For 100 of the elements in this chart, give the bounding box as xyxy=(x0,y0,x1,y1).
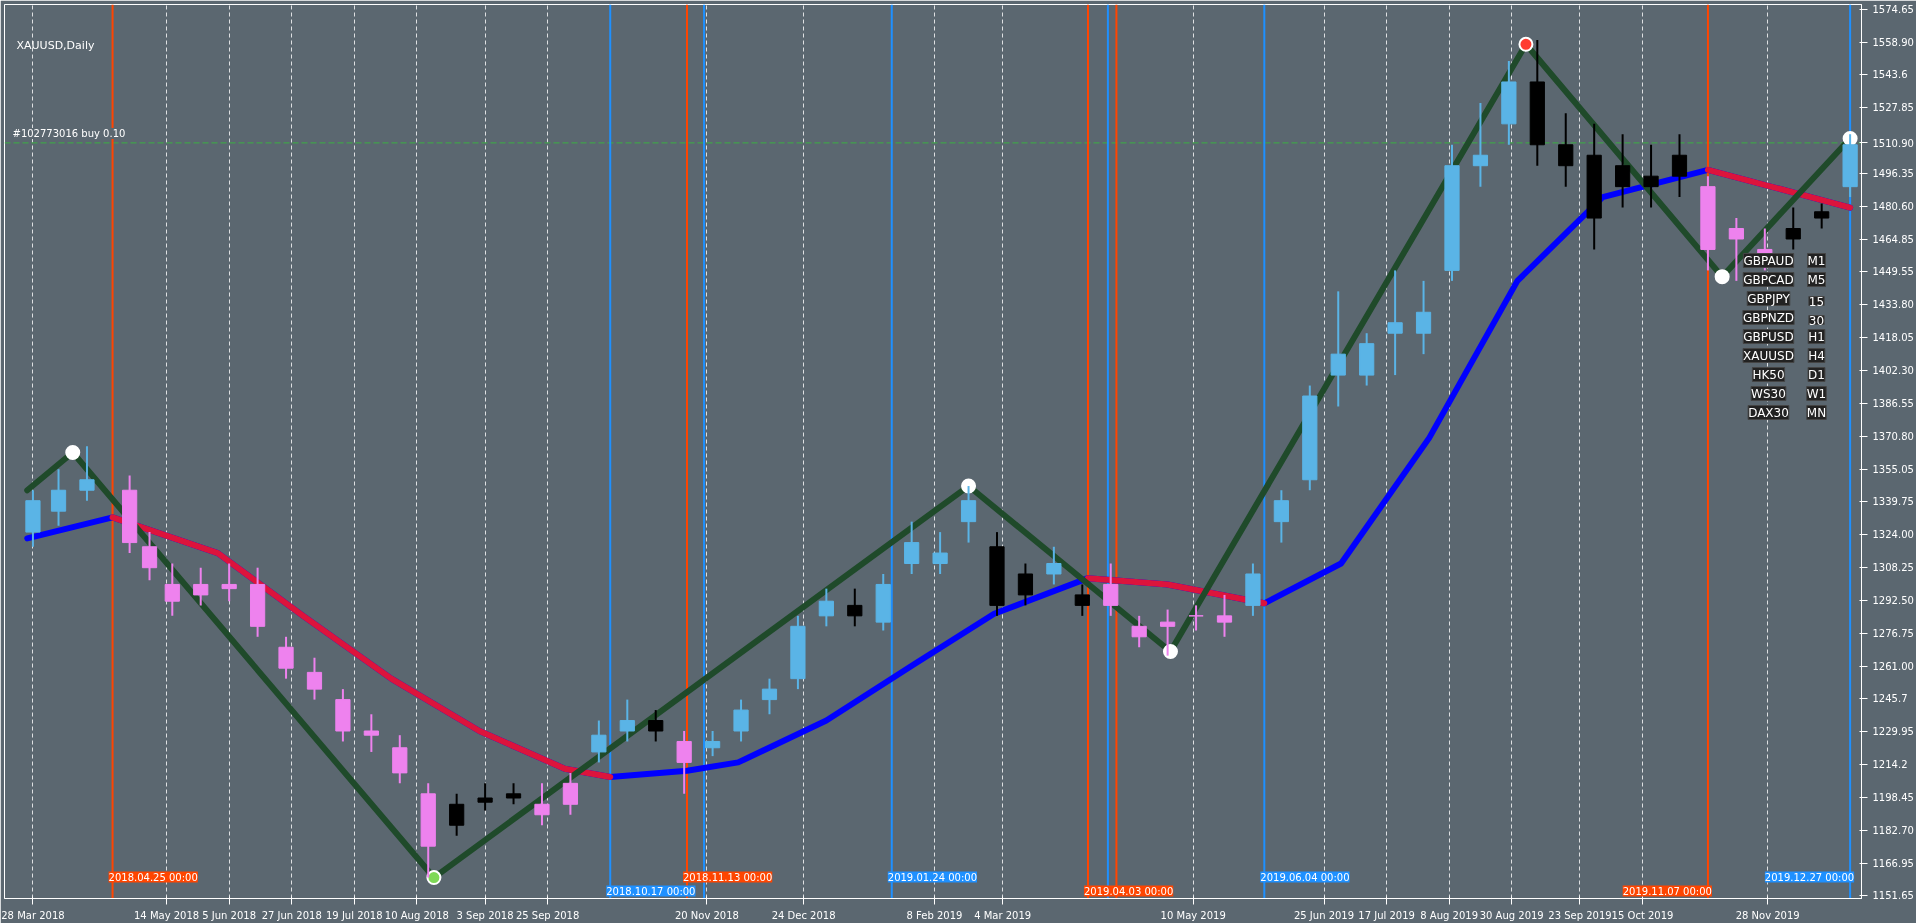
y-tick-label: 1510.90 xyxy=(1872,137,1914,149)
y-tick-label: 1245.7 xyxy=(1872,693,1908,705)
candlestick xyxy=(164,562,180,617)
ref-line-label: #102773016 buy 0.10 xyxy=(12,127,126,139)
annotation: W1 xyxy=(1806,386,1827,401)
candlestick xyxy=(221,562,237,603)
y-tick-label: 1543.6 xyxy=(1872,69,1908,81)
annotation: MN xyxy=(1806,405,1827,420)
candlestick xyxy=(534,782,550,827)
annotation: GBPAUD xyxy=(1743,253,1794,268)
y-tick-label: 1324.00 xyxy=(1872,529,1914,541)
candlestick xyxy=(1330,290,1346,408)
candlestick xyxy=(1671,133,1688,199)
candlestick xyxy=(761,677,778,716)
point xyxy=(1518,36,1534,52)
x-tick-label: 15 Oct 2019 xyxy=(1611,909,1674,921)
x-tick-label: 28 Nov 2019 xyxy=(1735,909,1800,921)
candlestick xyxy=(50,468,67,527)
y-tick-label: 1402.30 xyxy=(1872,365,1914,377)
point xyxy=(1714,269,1730,285)
annotation: H1 xyxy=(1808,329,1825,344)
annotation: GBPCAD xyxy=(1743,272,1794,287)
candlestick xyxy=(1387,269,1403,377)
annotation: M5 xyxy=(1807,272,1826,287)
x-tick-label: 5 Jun 2018 xyxy=(202,909,257,921)
candlestick xyxy=(904,520,920,575)
ref-line-label: 2019.11.07 00:00 xyxy=(1622,885,1712,897)
candlestick xyxy=(505,782,522,806)
candlestick xyxy=(591,719,607,764)
y-tick-label: 1574.65 xyxy=(1872,4,1914,16)
candlestick xyxy=(363,713,379,753)
candlestick xyxy=(1188,604,1204,632)
y-tick-label: 1464.85 xyxy=(1872,234,1914,246)
x-tick-label: 3 Sep 2018 xyxy=(456,909,514,921)
ref-line-label: 2019.04.03 00:00 xyxy=(1083,885,1174,897)
candlestick xyxy=(1216,593,1233,638)
x-tick-label: 25 Jun 2019 xyxy=(1293,909,1355,921)
candlestick xyxy=(141,531,158,582)
candlestick xyxy=(818,587,834,628)
candlestick xyxy=(449,792,465,837)
candlestick xyxy=(705,730,721,758)
annotation: H4 xyxy=(1808,348,1825,363)
annotation: HK50 xyxy=(1752,367,1785,382)
candlestick xyxy=(932,531,948,575)
y-tick-label: 1166.95 xyxy=(1872,858,1914,870)
annotation: M1 xyxy=(1807,253,1826,268)
y-tick-label: 1496.35 xyxy=(1872,168,1914,180)
candlestick xyxy=(1046,545,1062,586)
candlestick xyxy=(676,730,692,795)
y-tick-label: 1480.60 xyxy=(1872,201,1914,213)
y-tick-label: 1418.05 xyxy=(1872,332,1914,344)
candlestick xyxy=(1615,133,1631,209)
candlestick xyxy=(1103,562,1119,617)
y-tick-label: 1355.05 xyxy=(1872,464,1914,476)
x-tick-label: 30 Aug 2019 xyxy=(1479,909,1544,921)
candlestick xyxy=(648,709,664,743)
x-tick-label: 10 May 2019 xyxy=(1160,909,1226,921)
annotation: WS30 xyxy=(1751,386,1786,401)
y-tick-label: 1229.95 xyxy=(1872,726,1914,738)
candlestick xyxy=(1131,614,1147,649)
ref-line-label: 2019.06.04 00:00 xyxy=(1260,871,1350,883)
candlestick xyxy=(278,635,294,680)
point xyxy=(65,445,81,461)
y-tick-label: 1449.55 xyxy=(1872,266,1914,278)
annotation: XAUUSD xyxy=(1743,348,1794,363)
candlestick xyxy=(1415,279,1432,356)
y-tick-label: 1339.75 xyxy=(1872,496,1914,508)
x-tick-label: 28 Mar 2018 xyxy=(1,909,65,921)
x-tick-label: 10 Aug 2018 xyxy=(384,909,449,921)
annotation: 15 xyxy=(1808,294,1825,309)
annotation: DAX30 xyxy=(1748,405,1789,420)
ref-line-label: 2019.12.27 00:00 xyxy=(1764,871,1855,883)
x-tick-label: 27 Jun 2018 xyxy=(261,909,322,921)
annotation: GBPNZD xyxy=(1742,310,1795,325)
candlestick xyxy=(1017,562,1034,607)
candlestick xyxy=(733,698,749,743)
x-tick-label: 25 Sep 2018 xyxy=(515,909,580,921)
candlestick xyxy=(1273,489,1289,544)
ref-line-label: 2018.11.13 00:00 xyxy=(683,871,773,883)
annotation: GBPUSD xyxy=(1743,329,1794,344)
x-tick-label: 24 Dec 2018 xyxy=(771,909,836,921)
y-tick-label: 1558.90 xyxy=(1872,37,1914,49)
x-tick-label: 19 Jul 2018 xyxy=(325,909,383,921)
y-tick-label: 1261.00 xyxy=(1872,661,1914,673)
candlestick xyxy=(562,771,579,816)
annotation: GBPJPY xyxy=(1747,291,1791,306)
annotation: D1 xyxy=(1808,367,1825,382)
y-tick-label: 1386.55 xyxy=(1872,398,1914,410)
x-tick-label: 20 Nov 2018 xyxy=(674,909,739,921)
x-tick-label: 23 Sep 2019 xyxy=(1548,909,1612,921)
y-tick-label: 1214.2 xyxy=(1872,759,1908,771)
point xyxy=(426,870,442,886)
candlestick xyxy=(847,587,863,628)
y-tick-label: 1151.65 xyxy=(1872,890,1914,902)
y-tick-label: 1292.50 xyxy=(1872,595,1914,607)
candlestick xyxy=(1558,112,1574,188)
y-tick-label: 1433.80 xyxy=(1872,299,1914,311)
x-tick-label: 8 Feb 2019 xyxy=(906,909,963,921)
candlestick xyxy=(619,698,635,743)
ref-line-label: 2019.01.24 00:00 xyxy=(887,871,978,883)
